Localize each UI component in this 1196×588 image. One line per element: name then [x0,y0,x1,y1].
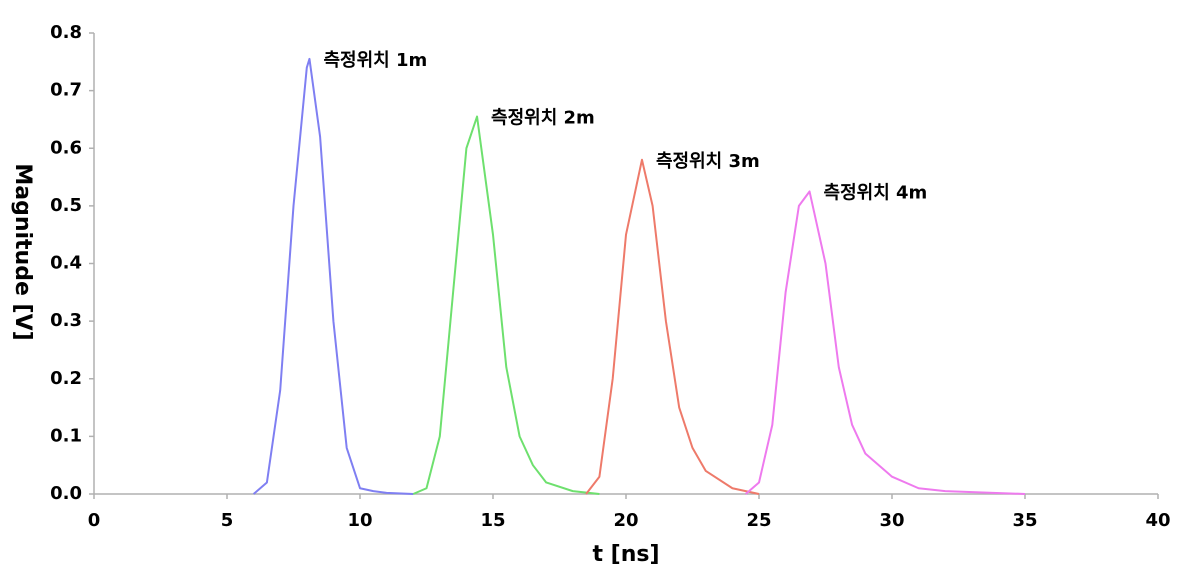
x-tick-label: 35 [1012,510,1037,531]
y-tick-label: 0.4 [50,253,82,274]
series-line [252,57,414,495]
y-tick-label: 0.1 [50,425,82,446]
y-tick-label: 0.8 [50,22,82,43]
series-label: 측정위치 4m [824,182,928,203]
series-label: 측정위치 3m [656,151,760,172]
series-label: 측정위치 1m [323,50,427,71]
y-tick-label: 0.0 [50,483,82,504]
series-line [412,115,600,495]
x-tick-label: 20 [613,510,638,531]
y-tick-label: 0.3 [50,310,82,331]
x-tick-label: 0 [88,510,101,531]
series-line [745,190,1026,495]
x-tick-label: 5 [221,510,234,531]
x-tick-label: 15 [480,510,505,531]
y-tick-label: 0.5 [50,195,82,216]
x-tick-label: 10 [347,510,372,531]
x-tick-label: 30 [879,510,904,531]
y-tick-label: 0.6 [50,137,82,158]
y-tick-label: 0.7 [50,80,82,101]
series-line [585,158,760,495]
x-tick-label: 25 [746,510,771,531]
y-axis-title: Magnitude [V] [10,163,35,340]
x-tick-label: 40 [1145,510,1170,531]
series-label: 측정위치 2m [491,108,595,129]
x-axis-title: t [ns] [592,542,659,567]
y-tick-label: 0.2 [50,368,82,389]
